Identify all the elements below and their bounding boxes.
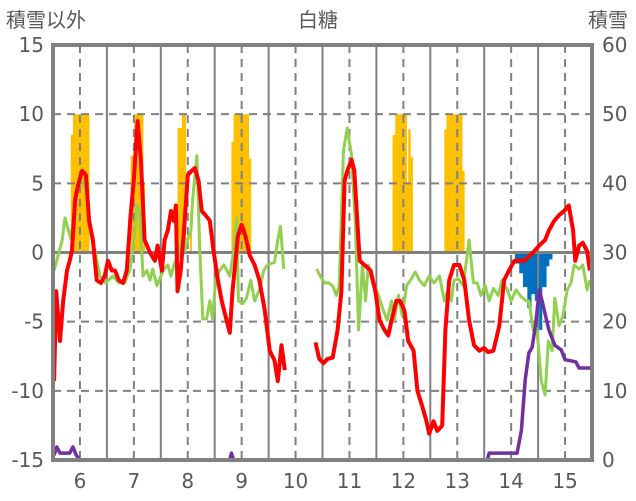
- right-y-tick-label: 20: [602, 310, 627, 334]
- left-y-tick-label: -5: [24, 310, 44, 334]
- left-y-tick-label: -15: [11, 448, 44, 472]
- left-y-tick-label: 5: [31, 171, 44, 195]
- x-tick-label: 11: [337, 469, 362, 493]
- right-y-tick-label: 50: [602, 102, 627, 126]
- blue-bar: [527, 252, 532, 308]
- red-series-line: [52, 119, 592, 436]
- blue-bar: [523, 252, 528, 288]
- x-tick-label: 7: [127, 469, 140, 493]
- orange-bar: [177, 128, 183, 253]
- orange-bar: [248, 158, 252, 253]
- right-y-tick-label: 0: [602, 448, 615, 472]
- orange-bar: [395, 114, 407, 253]
- right-axis-title: 積雪: [588, 8, 628, 32]
- x-tick-label: 10: [283, 469, 308, 493]
- blue-bar: [531, 252, 536, 294]
- blue-bar: [519, 252, 524, 274]
- orange-bar: [444, 129, 447, 253]
- orange-bar: [446, 114, 463, 253]
- x-tick-label: 8: [181, 469, 194, 493]
- orange-bar: [462, 170, 465, 253]
- x-tick-label: 14: [498, 469, 523, 493]
- orange-bar: [406, 183, 409, 253]
- orange-bar: [70, 134, 74, 253]
- right-y-tick-label: 30: [602, 241, 627, 265]
- orange-bar: [392, 134, 396, 253]
- orange-bar: [231, 141, 234, 253]
- x-tick-label: 9: [235, 469, 248, 493]
- blue-bar: [514, 252, 520, 264]
- left-axis-title: 積雪以外: [6, 8, 86, 32]
- orange-bar: [410, 157, 413, 253]
- chart-title: 白糖: [298, 8, 338, 32]
- right-y-tick-label: 10: [602, 379, 627, 403]
- orange-bar: [408, 129, 411, 253]
- left-y-tick-label: 0: [31, 241, 44, 265]
- x-tick-label: 13: [445, 469, 470, 493]
- left-y-tick-label: 10: [19, 102, 44, 126]
- x-tick-label: 12: [391, 469, 416, 493]
- plot-frame: [51, 43, 594, 462]
- right-y-tick-label: 60: [602, 33, 627, 57]
- blue-bar: [548, 252, 553, 260]
- x-tick-label: 6: [74, 469, 87, 493]
- blue-bar: [541, 252, 547, 288]
- left-y-tick-label: 15: [19, 33, 44, 57]
- right-y-tick-label: 40: [602, 171, 627, 195]
- left-y-tick-label: -10: [11, 379, 44, 403]
- x-tick-label: 15: [552, 469, 577, 493]
- blue-bar: [546, 252, 550, 267]
- purple-series-line: [52, 288, 591, 462]
